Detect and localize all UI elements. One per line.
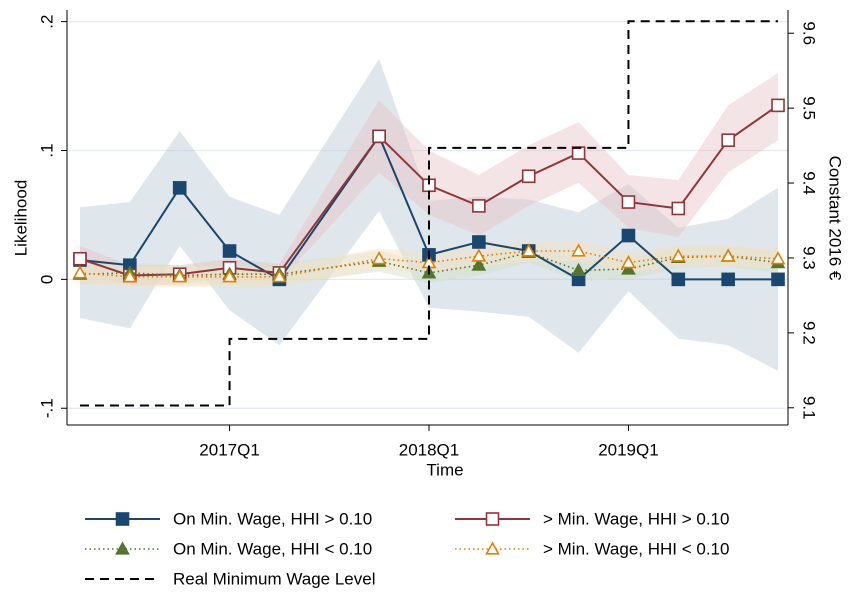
marker bbox=[472, 235, 486, 249]
marker bbox=[122, 269, 138, 283]
marker bbox=[770, 251, 786, 265]
marker bbox=[721, 272, 735, 287]
y-tick-label: -.1 bbox=[37, 398, 56, 418]
marker bbox=[771, 272, 785, 287]
y2-tick-label: 9.1 bbox=[800, 396, 819, 420]
marker bbox=[521, 243, 537, 257]
marker bbox=[172, 269, 188, 283]
y-tick-label: .2 bbox=[37, 15, 56, 29]
legend-label: On Min. Wage, HHI < 0.10 bbox=[173, 539, 372, 558]
series-line bbox=[79, 250, 779, 278]
y-tick-label: .1 bbox=[37, 143, 56, 157]
marker bbox=[222, 269, 237, 283]
confidence-band bbox=[79, 58, 779, 371]
marker bbox=[721, 133, 735, 147]
x-tick-label: 2019Q1 bbox=[598, 440, 659, 459]
legend-marker bbox=[485, 541, 500, 555]
marker bbox=[670, 248, 686, 262]
marker bbox=[621, 228, 636, 243]
series-line bbox=[79, 20, 779, 407]
y2-tick-label: 9.5 bbox=[800, 96, 819, 120]
marker bbox=[272, 269, 287, 283]
marker bbox=[571, 146, 586, 160]
marker bbox=[771, 98, 785, 113]
marker bbox=[571, 243, 586, 257]
series-line bbox=[79, 104, 779, 277]
marker bbox=[720, 248, 736, 262]
marker bbox=[671, 272, 686, 287]
legend-marker bbox=[115, 541, 130, 555]
legend-label: > Min. Wage, HHI < 0.10 bbox=[543, 539, 729, 558]
marker bbox=[471, 257, 487, 271]
marker bbox=[472, 199, 486, 213]
marker bbox=[73, 251, 87, 266]
x-tick-label: 2017Q1 bbox=[199, 440, 260, 459]
series-line bbox=[79, 134, 779, 281]
marker bbox=[571, 262, 586, 276]
legend-label: On Min. Wage, HHI > 0.10 bbox=[173, 509, 372, 528]
y2-tick-label: 9.3 bbox=[800, 246, 819, 270]
x-tick-label: 2018Q1 bbox=[399, 440, 460, 459]
marker bbox=[621, 254, 636, 269]
marker bbox=[471, 248, 487, 262]
marker bbox=[621, 261, 636, 275]
marker bbox=[72, 265, 88, 279]
legend-marker bbox=[485, 512, 500, 526]
y-axis-title: Likelihood bbox=[11, 180, 30, 257]
legend-label: Real Minimum Wage Level bbox=[173, 569, 376, 588]
y2-axis-title: Constant 2016 € bbox=[826, 156, 845, 281]
marker bbox=[671, 201, 686, 216]
series-line bbox=[79, 251, 779, 277]
y2-tick-label: 9.6 bbox=[800, 21, 819, 45]
legend-label: > Min. Wage, HHI > 0.10 bbox=[543, 509, 729, 528]
marker bbox=[621, 195, 636, 209]
marker bbox=[172, 181, 187, 195]
y2-tick-label: 9.2 bbox=[800, 321, 819, 345]
y-tick-label: 0 bbox=[37, 275, 56, 284]
marker bbox=[222, 244, 237, 258]
x-axis-title: Time bbox=[426, 460, 463, 479]
legend-marker bbox=[115, 512, 130, 526]
marker bbox=[371, 251, 387, 265]
y2-tick-label: 9.4 bbox=[800, 171, 819, 195]
marker bbox=[521, 169, 536, 184]
marker bbox=[372, 129, 386, 144]
